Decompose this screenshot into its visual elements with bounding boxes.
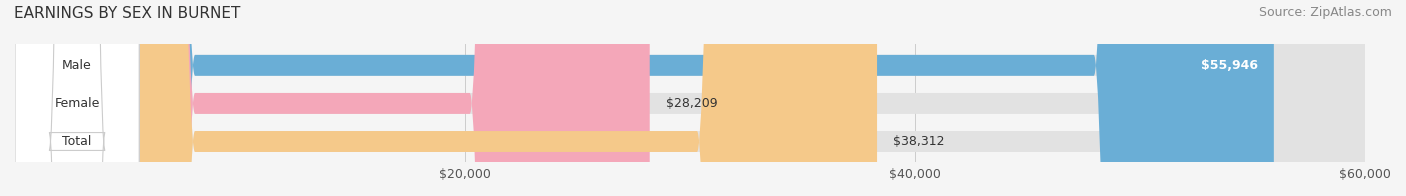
FancyBboxPatch shape bbox=[15, 0, 139, 196]
Text: Source: ZipAtlas.com: Source: ZipAtlas.com bbox=[1258, 6, 1392, 19]
Text: EARNINGS BY SEX IN BURNET: EARNINGS BY SEX IN BURNET bbox=[14, 6, 240, 21]
FancyBboxPatch shape bbox=[15, 0, 1365, 196]
Text: $38,312: $38,312 bbox=[893, 135, 945, 148]
Text: $55,946: $55,946 bbox=[1201, 59, 1257, 72]
FancyBboxPatch shape bbox=[15, 0, 139, 196]
Text: Total: Total bbox=[62, 135, 91, 148]
Text: Male: Male bbox=[62, 59, 91, 72]
FancyBboxPatch shape bbox=[15, 0, 1274, 196]
FancyBboxPatch shape bbox=[15, 0, 139, 196]
Text: $28,209: $28,209 bbox=[666, 97, 717, 110]
FancyBboxPatch shape bbox=[15, 0, 1365, 196]
FancyBboxPatch shape bbox=[15, 0, 650, 196]
FancyBboxPatch shape bbox=[15, 0, 1365, 196]
Text: Female: Female bbox=[55, 97, 100, 110]
FancyBboxPatch shape bbox=[15, 0, 877, 196]
